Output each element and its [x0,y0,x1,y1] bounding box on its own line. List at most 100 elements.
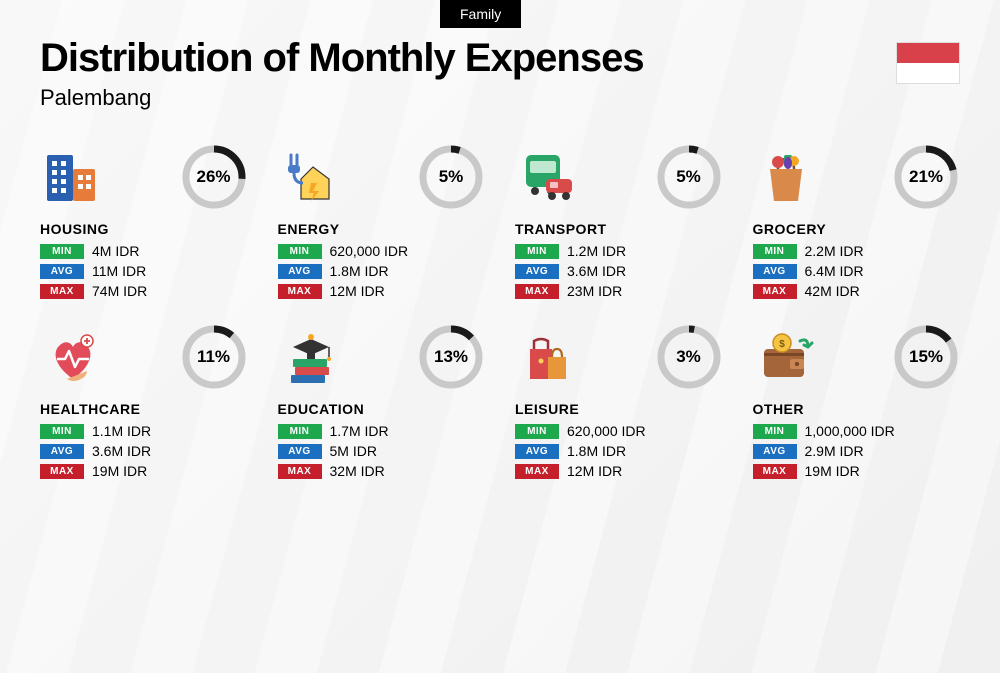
avg-tag: AVG [753,444,797,459]
svg-text:$: $ [779,339,785,350]
leisure-max-row: MAX 12M IDR [515,463,723,479]
education-pct-label: 13% [417,323,485,391]
grocery-min-value: 2.2M IDR [805,243,864,259]
other-max-value: 19M IDR [805,463,860,479]
education-name: EDUCATION [278,401,486,417]
indonesia-flag-icon [896,42,960,84]
housing-donut: 26% [180,143,248,211]
grocery-avg-row: AVG 6.4M IDR [753,263,961,279]
education-min-row: MIN 1.7M IDR [278,423,486,439]
expense-card-transport: 5% TRANSPORT MIN 1.2M IDR AVG 3.6M IDR M… [515,141,723,303]
healthcare-min-row: MIN 1.1M IDR [40,423,248,439]
leisure-max-value: 12M IDR [567,463,622,479]
leisure-min-row: MIN 620,000 IDR [515,423,723,439]
avg-tag: AVG [40,264,84,279]
expense-card-other: $ 15% OTHER MIN 1,000,000 IDR AVG 2.9M I… [753,321,961,483]
healthcare-name: HEALTHCARE [40,401,248,417]
other-min-row: MIN 1,000,000 IDR [753,423,961,439]
min-tag: MIN [278,424,322,439]
housing-min-value: 4M IDR [92,243,139,259]
expense-card-leisure: 3% LEISURE MIN 620,000 IDR AVG 1.8M IDR … [515,321,723,483]
grocery-name: GROCERY [753,221,961,237]
education-avg-value: 5M IDR [330,443,377,459]
transport-max-row: MAX 23M IDR [515,283,723,299]
education-max-value: 32M IDR [330,463,385,479]
other-max-row: MAX 19M IDR [753,463,961,479]
healthcare-max-value: 19M IDR [92,463,147,479]
grocery-max-value: 42M IDR [805,283,860,299]
grocery-icon [753,144,819,210]
energy-avg-row: AVG 1.8M IDR [278,263,486,279]
max-tag: MAX [753,284,797,299]
housing-icon [40,144,106,210]
expense-card-education: 13% EDUCATION MIN 1.7M IDR AVG 5M IDR MA… [278,321,486,483]
min-tag: MIN [40,424,84,439]
other-icon: $ [753,324,819,390]
energy-min-row: MIN 620,000 IDR [278,243,486,259]
healthcare-min-value: 1.1M IDR [92,423,151,439]
transport-max-value: 23M IDR [567,283,622,299]
healthcare-avg-value: 3.6M IDR [92,443,151,459]
healthcare-avg-row: AVG 3.6M IDR [40,443,248,459]
expense-card-housing: 26% HOUSING MIN 4M IDR AVG 11M IDR MAX 7… [40,141,248,303]
grocery-pct-label: 21% [892,143,960,211]
avg-tag: AVG [753,264,797,279]
leisure-avg-value: 1.8M IDR [567,443,626,459]
energy-donut: 5% [417,143,485,211]
other-min-value: 1,000,000 IDR [805,423,895,439]
education-donut: 13% [417,323,485,391]
other-name: OTHER [753,401,961,417]
min-tag: MIN [40,244,84,259]
transport-avg-value: 3.6M IDR [567,263,626,279]
transport-min-row: MIN 1.2M IDR [515,243,723,259]
avg-tag: AVG [278,444,322,459]
housing-max-row: MAX 74M IDR [40,283,248,299]
housing-min-row: MIN 4M IDR [40,243,248,259]
healthcare-donut: 11% [180,323,248,391]
avg-tag: AVG [515,444,559,459]
housing-avg-value: 11M IDR [92,263,146,279]
min-tag: MIN [753,424,797,439]
other-donut: 15% [892,323,960,391]
max-tag: MAX [278,284,322,299]
expense-card-grocery: 21% GROCERY MIN 2.2M IDR AVG 6.4M IDR MA… [753,141,961,303]
transport-name: TRANSPORT [515,221,723,237]
avg-tag: AVG [40,444,84,459]
family-badge: Family [440,0,521,28]
min-tag: MIN [753,244,797,259]
energy-icon [278,144,344,210]
expense-grid: 26% HOUSING MIN 4M IDR AVG 11M IDR MAX 7… [0,111,1000,483]
transport-avg-row: AVG 3.6M IDR [515,263,723,279]
max-tag: MAX [753,464,797,479]
min-tag: MIN [515,424,559,439]
education-icon [278,324,344,390]
housing-pct-label: 26% [180,143,248,211]
energy-max-value: 12M IDR [330,283,385,299]
energy-name: ENERGY [278,221,486,237]
max-tag: MAX [40,284,84,299]
min-tag: MIN [515,244,559,259]
leisure-icon [515,324,581,390]
transport-icon [515,144,581,210]
other-avg-row: AVG 2.9M IDR [753,443,961,459]
leisure-min-value: 620,000 IDR [567,423,646,439]
housing-name: HOUSING [40,221,248,237]
grocery-donut: 21% [892,143,960,211]
education-max-row: MAX 32M IDR [278,463,486,479]
healthcare-max-row: MAX 19M IDR [40,463,248,479]
other-avg-value: 2.9M IDR [805,443,864,459]
grocery-avg-value: 6.4M IDR [805,263,864,279]
city-subtitle: Palembang [40,85,960,111]
healthcare-icon [40,324,106,390]
max-tag: MAX [515,464,559,479]
leisure-avg-row: AVG 1.8M IDR [515,443,723,459]
min-tag: MIN [278,244,322,259]
education-min-value: 1.7M IDR [330,423,389,439]
max-tag: MAX [40,464,84,479]
transport-min-value: 1.2M IDR [567,243,626,259]
energy-max-row: MAX 12M IDR [278,283,486,299]
max-tag: MAX [278,464,322,479]
housing-max-value: 74M IDR [92,283,147,299]
leisure-donut: 3% [655,323,723,391]
transport-donut: 5% [655,143,723,211]
